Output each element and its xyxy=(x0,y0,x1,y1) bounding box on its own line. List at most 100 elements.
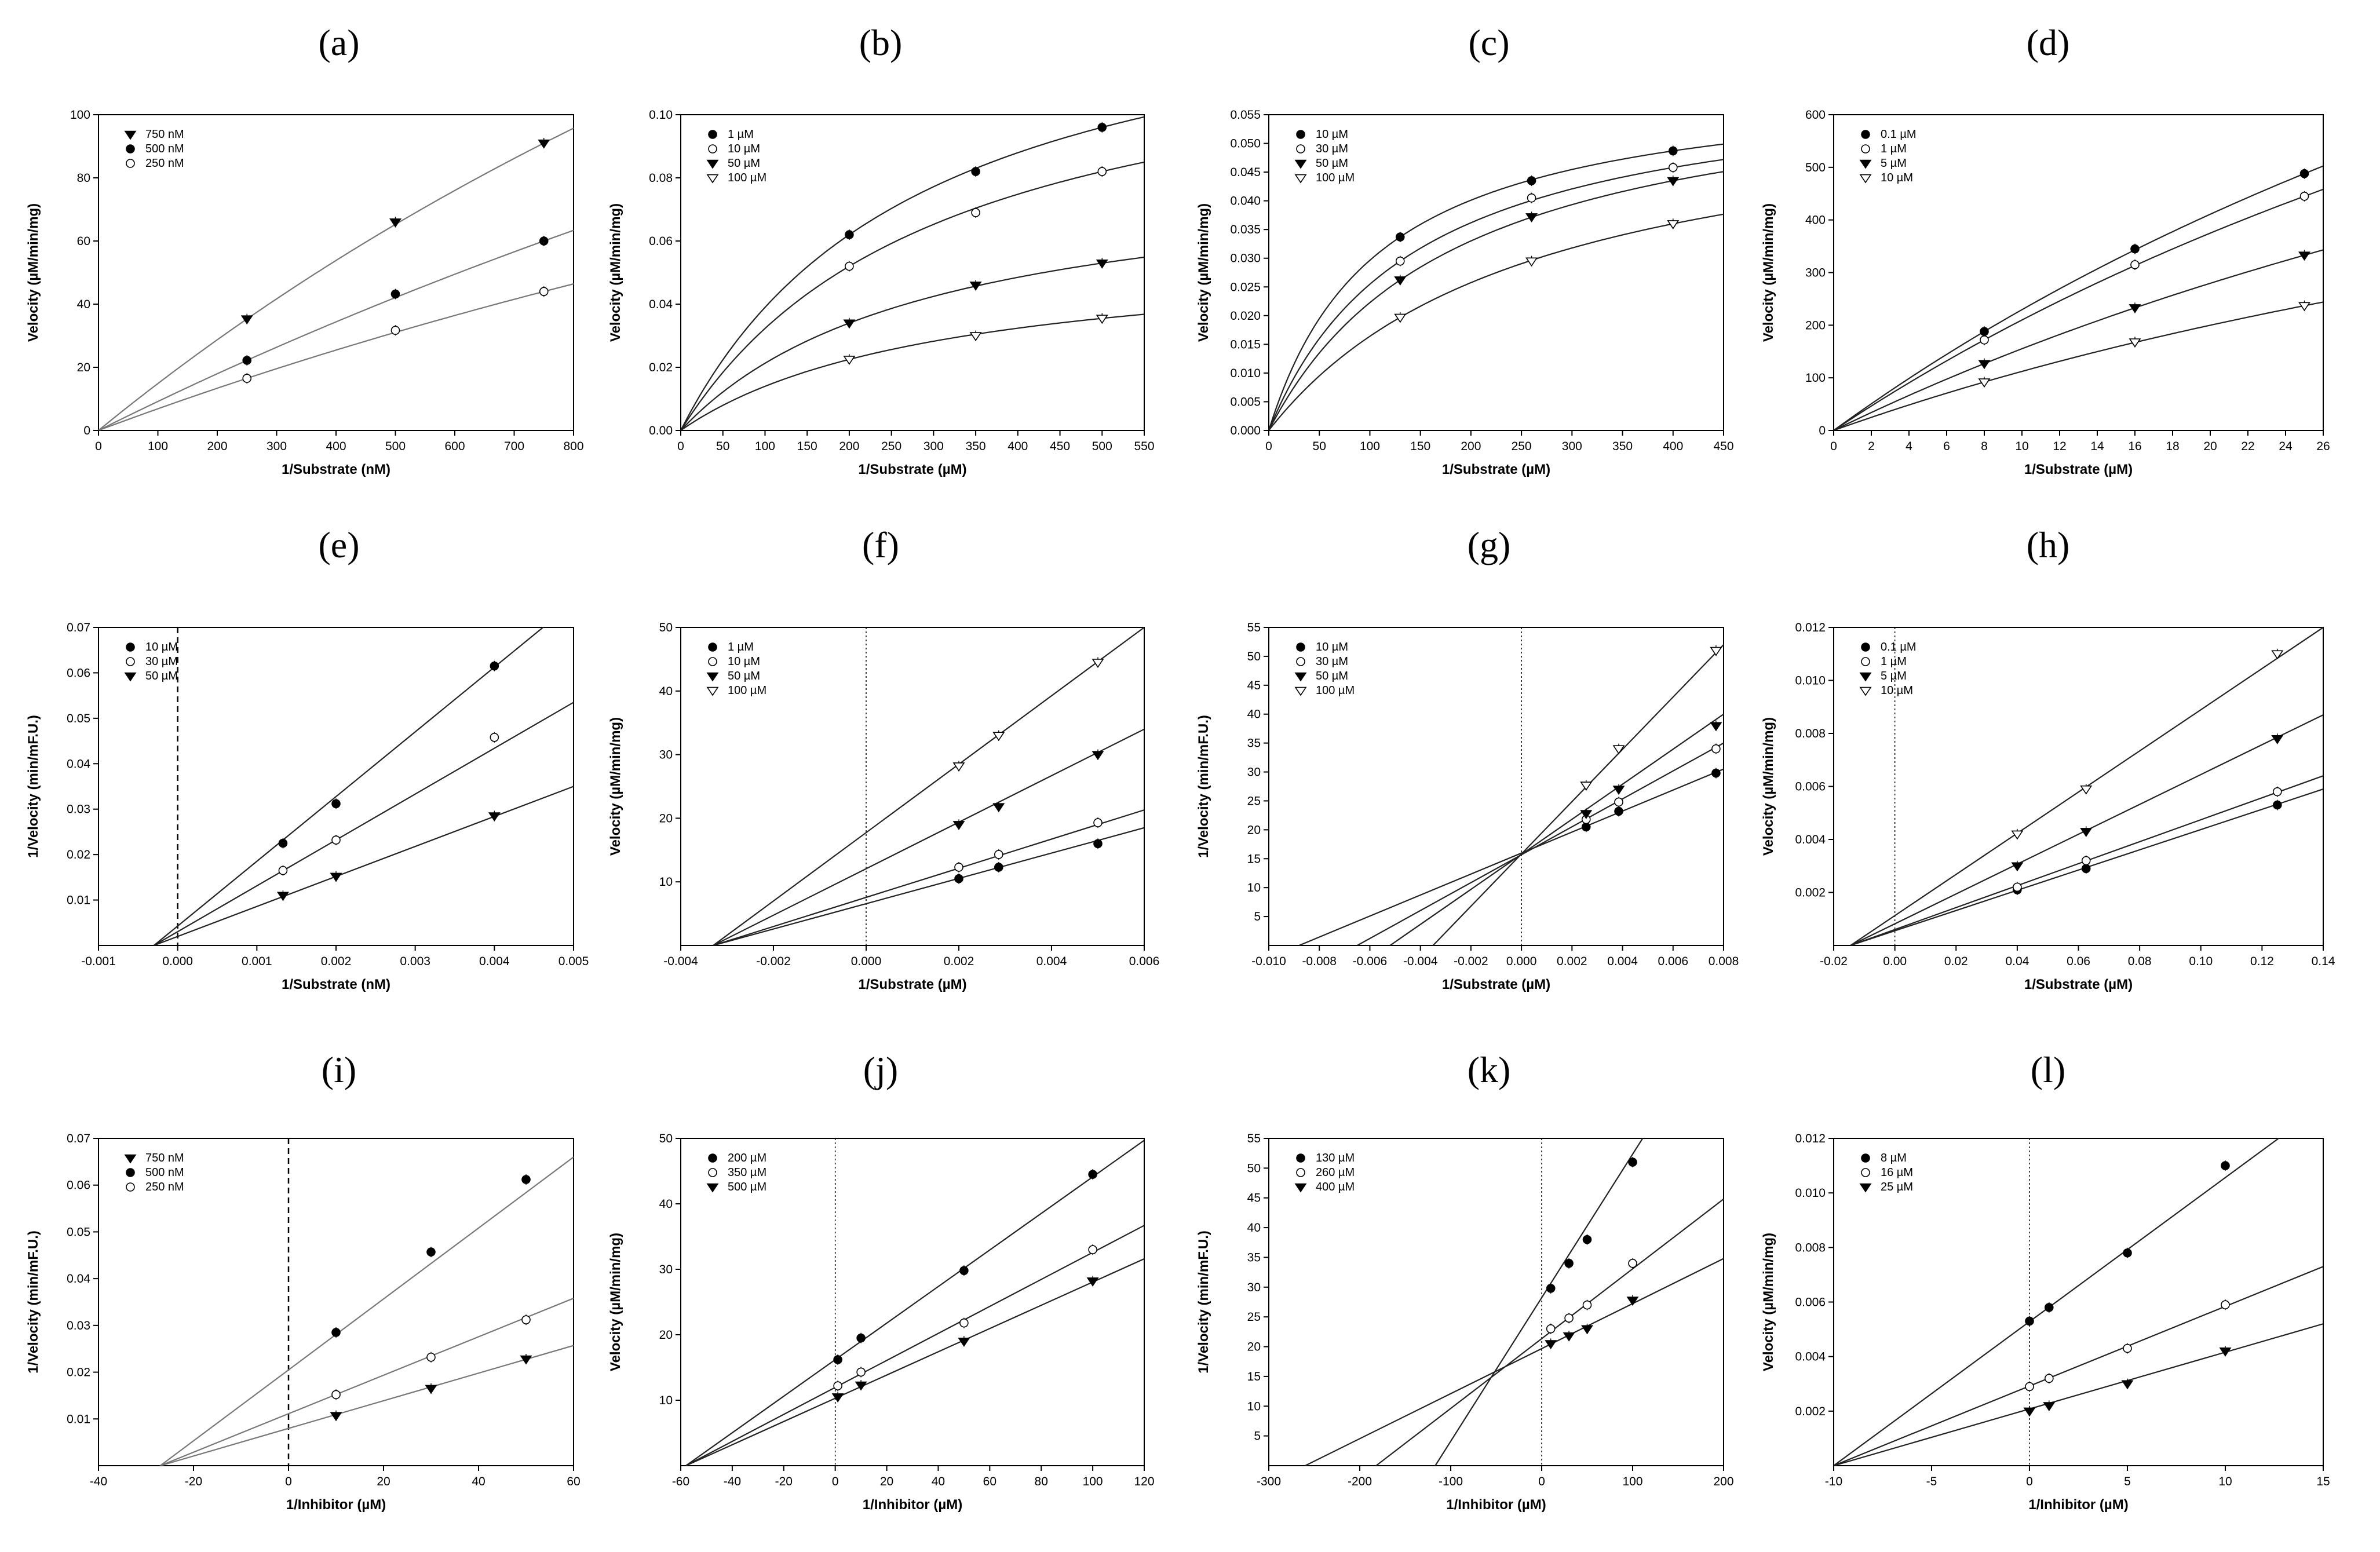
x-tick-label: 300 xyxy=(1562,440,1582,453)
data-point xyxy=(2130,260,2140,269)
data-point xyxy=(390,326,400,335)
data-point xyxy=(2080,828,2093,837)
y-tick-label: 0.000 xyxy=(1230,424,1261,437)
y-axis-title: Velocity (µM/min/mg) xyxy=(608,717,623,856)
x-tick-label: 200 xyxy=(1461,440,1481,453)
chart-panel-b: (b) 0 50 100 150 200 250 300 350 400 450 500 550 0.00… xyxy=(608,22,1155,477)
legend-marker xyxy=(1294,686,1307,696)
legend-label: 260 µM xyxy=(1316,1166,1355,1179)
y-tick-label: 0.01 xyxy=(67,1412,90,1426)
legend: 0.1 µM 1 µM 5 µM 10 µM xyxy=(1859,641,1917,697)
legend: 130 µM 260 µM 400 µM xyxy=(1294,1152,1355,1193)
x-tick-label: -40 xyxy=(90,1475,107,1488)
legend-marker xyxy=(1296,657,1305,666)
data-point xyxy=(1710,722,1722,732)
x-tick-label: 0 xyxy=(1830,440,1837,453)
x-tick-label: 18 xyxy=(2166,440,2179,453)
data-point xyxy=(2025,1382,2034,1392)
x-tick-label: 500 xyxy=(385,440,406,453)
data-point xyxy=(994,863,1003,872)
x-tick-label: 0.003 xyxy=(400,955,430,968)
y-tick-label: 20 xyxy=(77,361,90,374)
y-tick-label: 5 xyxy=(1254,1430,1261,1443)
x-axis-title: 1/Inhibitor (µM) xyxy=(2028,1497,2128,1513)
legend-marker xyxy=(1859,1183,1872,1193)
legend-marker xyxy=(126,144,135,154)
x-axis-title: 1/Substrate (µM) xyxy=(2024,977,2133,992)
legend-marker xyxy=(706,1183,719,1193)
data-point xyxy=(1525,257,1538,267)
data-point xyxy=(1628,1258,1637,1268)
legend-label: 1 µM xyxy=(728,641,754,653)
plot-frame xyxy=(1268,114,1724,431)
legend-label: 100 µM xyxy=(1316,684,1355,697)
plot-frame xyxy=(98,1138,574,1466)
x-tick-label: 4 xyxy=(1906,440,1912,453)
x-tick-label: 300 xyxy=(267,440,287,453)
fit-line xyxy=(1357,742,1724,945)
x-axis-title: 1/Substrate (µM) xyxy=(858,462,966,477)
x-tick-label: -20 xyxy=(775,1475,793,1488)
fit-curve xyxy=(681,313,1144,430)
y-tick-label: 30 xyxy=(659,748,673,762)
y-axis-title: 1/Velocity (min/mF.U.) xyxy=(1196,715,1211,858)
fit-line xyxy=(160,1298,574,1466)
legend-label: 130 µM xyxy=(1316,1152,1355,1164)
data-point xyxy=(2221,1300,2230,1310)
data-point xyxy=(1978,378,1991,388)
data-point xyxy=(1614,797,1623,807)
y-tick-label: 60 xyxy=(77,235,90,248)
x-tick-label: -0.004 xyxy=(1403,955,1438,968)
y-axis-title: 1/Velocity (min/mF.U.) xyxy=(25,715,41,858)
legend-marker xyxy=(1296,1168,1305,1177)
plot-area xyxy=(98,127,574,430)
data-point xyxy=(2123,1248,2132,1258)
data-point xyxy=(1088,1170,1097,1179)
y-tick-label: 10 xyxy=(1247,1400,1261,1413)
x-tick-label: 14 xyxy=(2090,440,2104,453)
x-tick-label: -200 xyxy=(1348,1475,1372,1488)
y-tick-label: 0.06 xyxy=(649,235,673,248)
legend-marker xyxy=(1296,130,1305,139)
y-tick-label: 25 xyxy=(1247,794,1261,808)
plot-area xyxy=(1834,1138,2323,1466)
y-tick-label: 0.04 xyxy=(67,1272,90,1286)
fit-line xyxy=(159,1156,574,1466)
y-tick-label: 0.10 xyxy=(649,108,673,122)
data-point xyxy=(2013,882,2022,892)
plot-frame xyxy=(680,627,1145,946)
x-tick-label: 100 xyxy=(1622,1475,1642,1488)
data-point xyxy=(1667,220,1680,229)
y-tick-label: 0.03 xyxy=(67,1319,90,1332)
x-tick-label: 300 xyxy=(923,440,944,453)
data-point xyxy=(1546,1284,1556,1293)
y-tick-label: 15 xyxy=(1247,1370,1261,1383)
data-point xyxy=(538,139,550,149)
fit-line xyxy=(685,1225,1144,1466)
y-tick-label: 0.004 xyxy=(1795,1350,1826,1364)
x-tick-label: 0.00 xyxy=(1883,955,1907,968)
data-point xyxy=(845,261,854,271)
data-point xyxy=(539,236,549,246)
plot-frame xyxy=(680,114,1145,431)
data-point xyxy=(1628,1157,1637,1167)
x-tick-label: 0.002 xyxy=(321,955,352,968)
data-point xyxy=(856,1333,866,1343)
legend-label: 10 µM xyxy=(1881,684,1913,697)
data-point xyxy=(490,661,499,671)
plot-area xyxy=(681,116,1144,430)
data-point xyxy=(278,866,288,875)
x-tick-label: 0.10 xyxy=(2189,955,2213,968)
data-point xyxy=(1582,1300,1592,1310)
y-tick-label: 0.04 xyxy=(649,298,673,311)
y-tick-label: 0 xyxy=(1819,424,1826,437)
data-point xyxy=(2121,1380,2134,1390)
data-point xyxy=(490,732,499,742)
data-point xyxy=(389,218,401,228)
x-tick-label: 350 xyxy=(966,440,986,453)
y-tick-label: 0.040 xyxy=(1230,195,1261,208)
fit-curve xyxy=(681,256,1144,430)
charts-layer: (a)0 100 200 300 400 500 600 700 800020406080100… xyxy=(25,22,2335,1513)
data-point xyxy=(855,1381,867,1391)
